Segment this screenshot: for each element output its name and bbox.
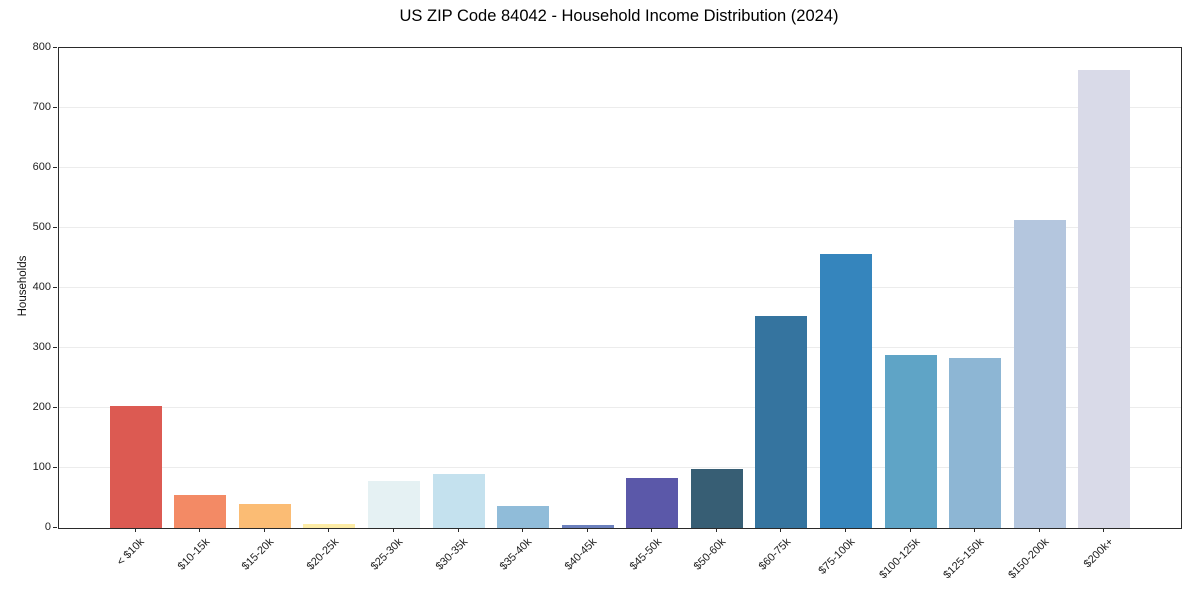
x-tick-label: $200k+ (1081, 536, 1116, 571)
y-tick-label: 400 (32, 281, 51, 293)
y-tick-mark (53, 467, 57, 468)
bar (691, 469, 743, 528)
y-tick-label: 200 (32, 401, 51, 413)
gridline (59, 347, 1181, 348)
x-tick-mark (910, 528, 911, 532)
bar (433, 474, 485, 528)
x-tick-label: $15-20k (239, 536, 277, 573)
x-tick-label: $10-15k (175, 536, 212, 573)
x-tick-mark (651, 528, 652, 532)
bar (368, 481, 420, 528)
y-tick-label: 0 (44, 521, 51, 533)
x-tick-mark (393, 528, 394, 532)
chart-title: US ZIP Code 84042 - Household Income Dis… (399, 7, 839, 25)
x-tick-mark (716, 528, 717, 532)
gridline (59, 227, 1181, 228)
y-tick-mark (53, 107, 57, 108)
y-tick-label: 300 (32, 341, 51, 353)
x-tick-label: $30-35k (433, 536, 471, 573)
x-tick-mark (845, 528, 846, 532)
x-tick-mark (974, 528, 975, 532)
y-tick-label: 800 (32, 41, 51, 53)
x-tick-label: $50-60k (691, 536, 729, 573)
x-tick-label: < $10k (115, 536, 148, 569)
bar (949, 358, 1001, 528)
bar (1014, 220, 1066, 528)
x-tick-label: $150-200k (1005, 536, 1052, 582)
bar (497, 506, 549, 528)
y-tick-mark (53, 527, 57, 528)
x-tick-label: $100-125k (876, 536, 923, 582)
gridline (59, 167, 1181, 168)
x-tick-mark (587, 528, 588, 532)
y-tick-mark (53, 287, 57, 288)
y-tick-mark (53, 407, 57, 408)
bar (239, 504, 291, 528)
x-tick-mark (199, 528, 200, 532)
y-tick-label: 500 (32, 221, 51, 233)
gridline (59, 107, 1181, 108)
x-tick-label: $25-30k (368, 536, 406, 573)
bar (174, 495, 226, 528)
x-tick-label: $125-150k (941, 536, 987, 582)
bar (626, 478, 678, 528)
y-tick-mark (53, 227, 57, 228)
bar (303, 524, 355, 528)
x-tick-label: $75-100k (816, 536, 858, 577)
x-tick-mark (135, 528, 136, 532)
bar (885, 355, 937, 528)
x-tick-label: $40-45k (562, 536, 600, 573)
bar (820, 254, 872, 528)
y-axis-label: Households (17, 255, 29, 317)
y-tick-label: 700 (32, 101, 51, 113)
x-tick-mark (264, 528, 265, 532)
bar (110, 406, 162, 528)
x-tick-mark (780, 528, 781, 532)
x-tick-mark (1103, 528, 1104, 532)
gridline (59, 407, 1181, 408)
bar (562, 525, 614, 528)
x-tick-mark (522, 528, 523, 532)
plot-area (58, 47, 1182, 529)
y-tick-label: 600 (32, 161, 51, 173)
gridline (59, 287, 1181, 288)
x-tick-label: $20-25k (304, 536, 341, 573)
x-tick-label: $35-40k (498, 536, 535, 573)
y-tick-mark (53, 347, 57, 348)
x-tick-label: $60-75k (756, 536, 793, 573)
bar (1078, 70, 1130, 528)
gridline (59, 467, 1181, 468)
x-tick-mark (458, 528, 459, 532)
y-tick-mark (53, 167, 57, 168)
x-tick-mark (328, 528, 329, 532)
bar (755, 316, 807, 528)
x-tick-label: $45-50k (627, 536, 664, 573)
y-tick-mark (53, 47, 57, 48)
x-tick-mark (1039, 528, 1040, 532)
y-tick-label: 100 (32, 461, 51, 473)
